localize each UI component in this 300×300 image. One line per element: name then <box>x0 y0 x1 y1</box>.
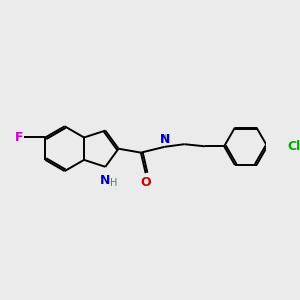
Text: F: F <box>15 131 23 144</box>
Text: N: N <box>100 174 110 187</box>
Text: O: O <box>140 176 151 189</box>
Text: Cl: Cl <box>287 140 300 153</box>
Text: H: H <box>110 178 118 188</box>
Text: N: N <box>159 133 170 146</box>
Text: H: H <box>160 134 168 144</box>
